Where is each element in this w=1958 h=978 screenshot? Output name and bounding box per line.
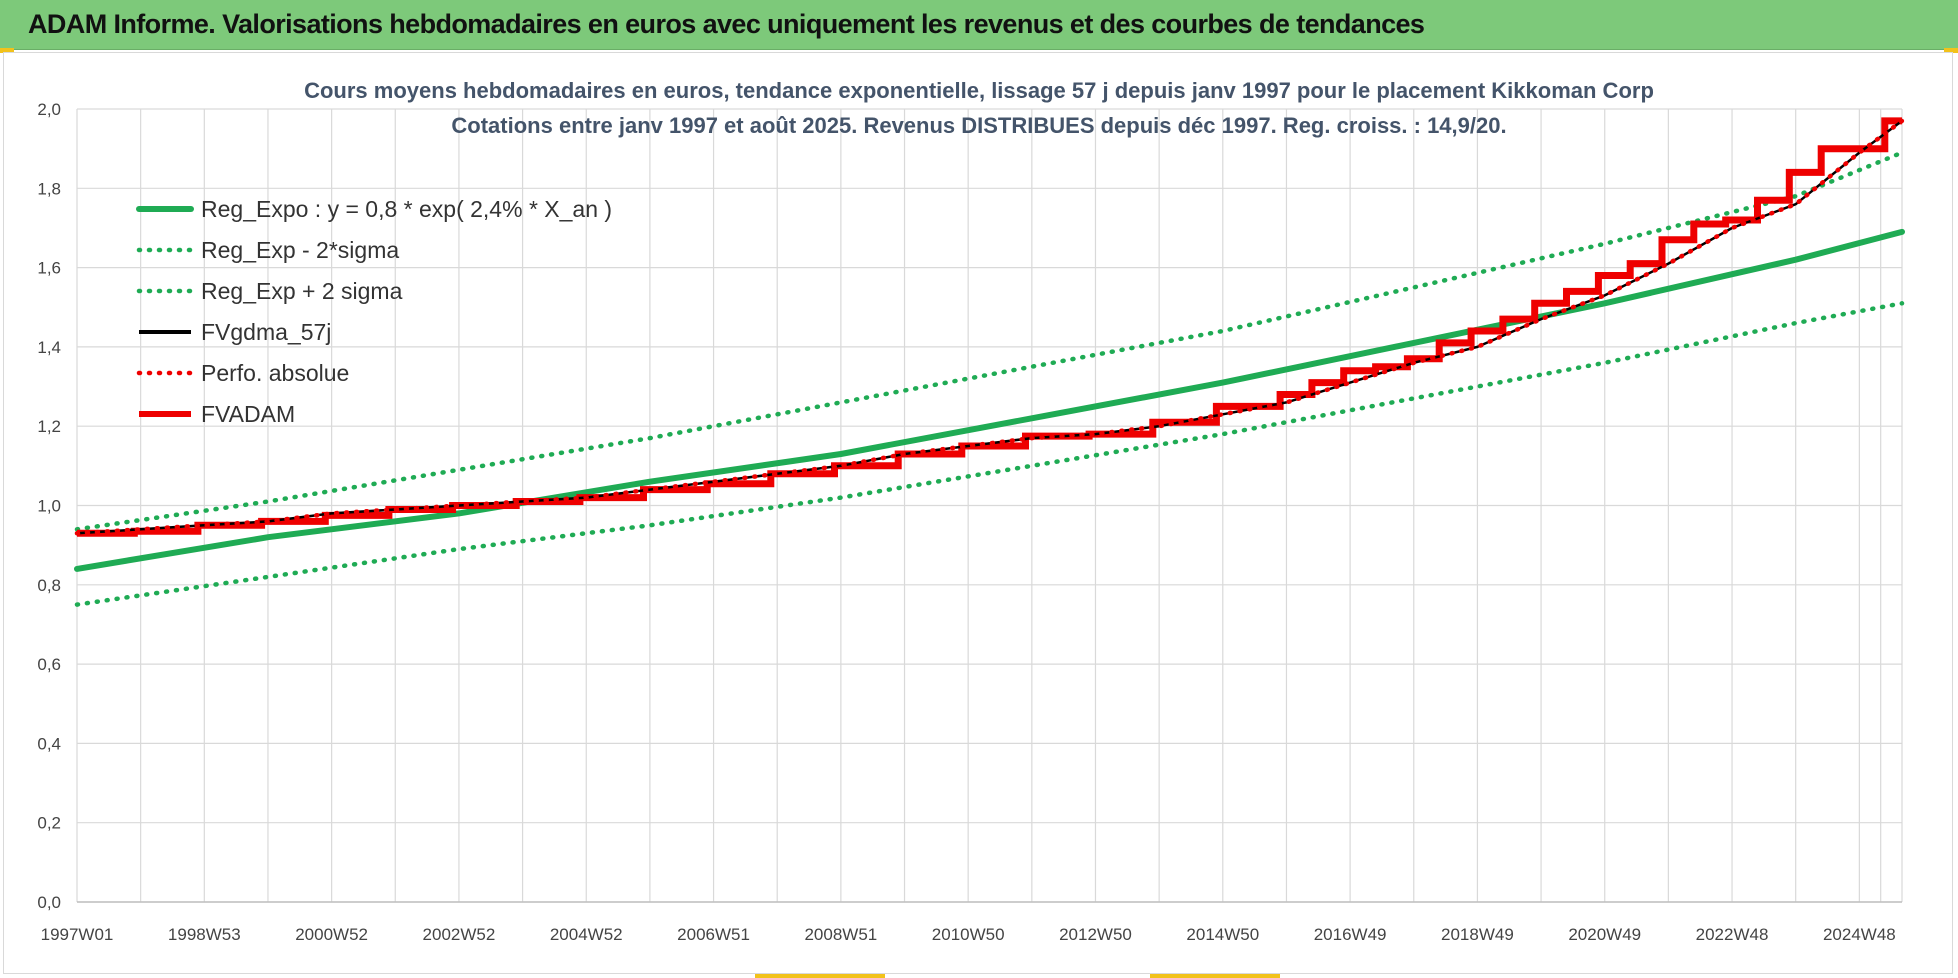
x-tick-label: 2022W48	[1696, 925, 1769, 944]
chart-title-line-1: Cours moyens hebdomadaires en euros, ten…	[304, 78, 1654, 103]
x-tick-label: 2000W52	[295, 925, 368, 944]
y-tick-label: 1,0	[37, 497, 61, 516]
y-tick-label: 1,6	[37, 259, 61, 278]
series-line-4	[74, 118, 1905, 536]
x-tick-label: 2020W49	[1568, 925, 1641, 944]
series-line-2	[74, 150, 1905, 532]
chart-frame: 0,0 0,2 0,4 0,6 0,8 1,0 1,2 1,4 1,6 1,8 2,0 1997W01…	[3, 52, 1953, 974]
accent-mark-bottom-1	[755, 974, 885, 978]
legend-label: FVgdma_57j	[201, 319, 331, 345]
y-tick-label: 0,2	[37, 814, 61, 833]
x-tick-label: 2024W48	[1823, 925, 1896, 944]
accent-mark-bottom-2	[1150, 974, 1280, 978]
chart-title: Cours moyens hebdomadaires en euros, ten…	[304, 78, 1654, 138]
y-tick-label: 1,2	[37, 417, 61, 436]
legend: Reg_Expo : y = 0,8 * exp( 2,4% * X_an ) R…	[136, 196, 612, 427]
x-tick-label: 2010W50	[932, 925, 1005, 944]
series-lines	[74, 117, 1905, 607]
x-tick-label: 1997W01	[41, 925, 114, 944]
y-tick-label: 0,8	[37, 576, 61, 595]
report-header: ADAM Informe. Valorisations hebdomadaire…	[0, 0, 1958, 50]
x-tick-label: 2002W52	[423, 925, 496, 944]
y-tick-label: 0,4	[37, 734, 61, 753]
series-line-0	[74, 228, 1905, 572]
y-tick-label: 1,4	[37, 338, 61, 357]
x-tick-label: 2008W51	[804, 925, 877, 944]
legend-label: Reg_Exp - 2*sigma	[201, 237, 399, 263]
x-tick-label: 2012W50	[1059, 925, 1132, 944]
y-tick-label: 0,0	[37, 893, 61, 912]
report-title: ADAM Informe. Valorisations hebdomadaire…	[28, 9, 1425, 39]
x-tick-label: 2014W50	[1186, 925, 1259, 944]
grid	[76, 108, 1903, 903]
y-tick-label: 0,6	[37, 655, 61, 674]
legend-label: Reg_Expo : y = 0,8 * exp( 2,4% * X_an )	[201, 196, 612, 222]
legend-label: FVADAM	[201, 401, 295, 427]
x-tick-label: 2016W49	[1314, 925, 1387, 944]
legend-label: Reg_Exp + 2 sigma	[201, 278, 403, 304]
x-tick-label: 2004W52	[550, 925, 623, 944]
accent-mark-left	[0, 48, 14, 53]
axis-labels: 0,0 0,2 0,4 0,6 0,8 1,0 1,2 1,4 1,6 1,8 2,0 1997W01…	[37, 100, 1902, 944]
legend-label: Perfo. absolue	[201, 360, 349, 386]
x-tick-label: 2006W51	[677, 925, 750, 944]
chart-title-line-2: Cotations entre janv 1997 et août 2025. …	[451, 113, 1506, 138]
line-chart: 0,0 0,2 0,4 0,6 0,8 1,0 1,2 1,4 1,6 1,8 2,0 1997W01…	[37, 78, 1905, 944]
y-tick-label: 1,8	[37, 179, 61, 198]
x-tick-label: 1998W53	[168, 925, 241, 944]
series-line-1	[74, 301, 1905, 607]
accent-mark-right	[1944, 48, 1958, 53]
y-tick-label: 2,0	[37, 100, 61, 119]
series-line-5	[77, 117, 1902, 537]
x-tick-label: 2018W49	[1441, 925, 1514, 944]
